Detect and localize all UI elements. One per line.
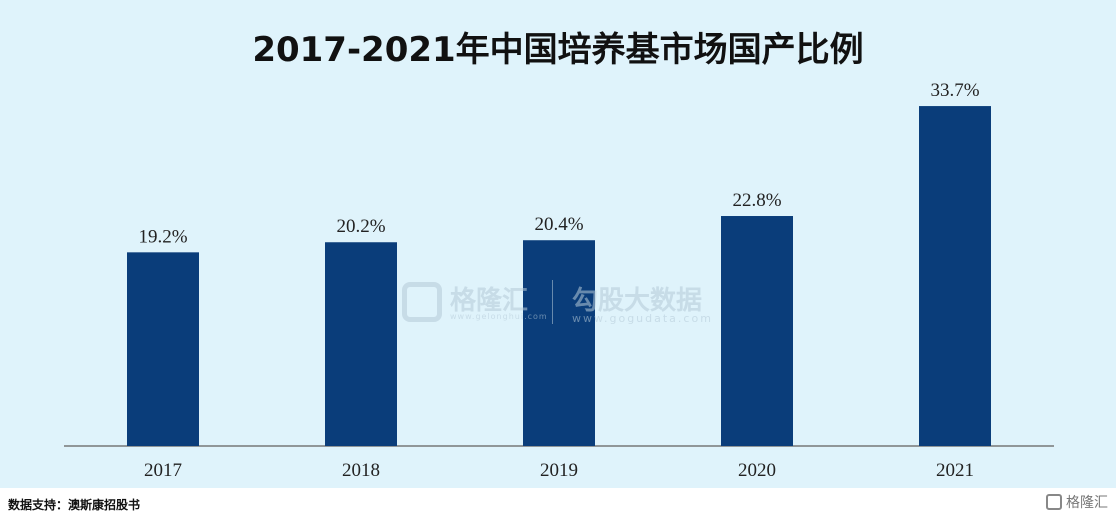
watermark-brand: 勾股大数据 bbox=[572, 286, 703, 316]
chart-title: 2017-2021年中国培养基市场国产比例 bbox=[252, 30, 864, 70]
watermark-name: 格隆汇 bbox=[450, 286, 529, 316]
footer-bar bbox=[0, 488, 1116, 517]
data-label-2018: 20.2% bbox=[336, 216, 385, 237]
data-label-2021: 33.7% bbox=[930, 80, 979, 101]
data-label-2020: 22.8% bbox=[732, 190, 781, 211]
x-tick-label-2019: 2019 bbox=[540, 460, 578, 481]
watermark-url1: www.gelonghui.com bbox=[450, 312, 548, 321]
x-tick-label-2017: 2017 bbox=[144, 460, 182, 481]
source-note: 数据支持：澳斯康招股书 bbox=[8, 498, 141, 512]
gelonghui-corner-icon bbox=[1046, 494, 1062, 510]
data-label-2019: 20.4% bbox=[534, 214, 583, 235]
corner-logo-text: 格隆汇 bbox=[1066, 495, 1108, 511]
x-tick-label-2021: 2021 bbox=[936, 460, 974, 481]
bar-2021 bbox=[919, 106, 991, 446]
bar-2020 bbox=[721, 216, 793, 446]
gelonghui-logo-icon bbox=[402, 282, 442, 322]
bar-2017 bbox=[127, 252, 199, 446]
data-label-2017: 19.2% bbox=[138, 226, 187, 247]
x-tick-label-2020: 2020 bbox=[738, 460, 776, 481]
bar-2018 bbox=[325, 242, 397, 446]
x-tick-label-2018: 2018 bbox=[342, 460, 380, 481]
watermark: 格隆汇 www.gelonghui.com 勾股大数据 www.gogudata… bbox=[400, 278, 720, 328]
corner-logo: 格隆汇 bbox=[1046, 492, 1108, 512]
watermark-url2: www.gogudata.com bbox=[572, 312, 713, 325]
bar-2019 bbox=[523, 240, 595, 446]
watermark-separator bbox=[552, 280, 553, 324]
